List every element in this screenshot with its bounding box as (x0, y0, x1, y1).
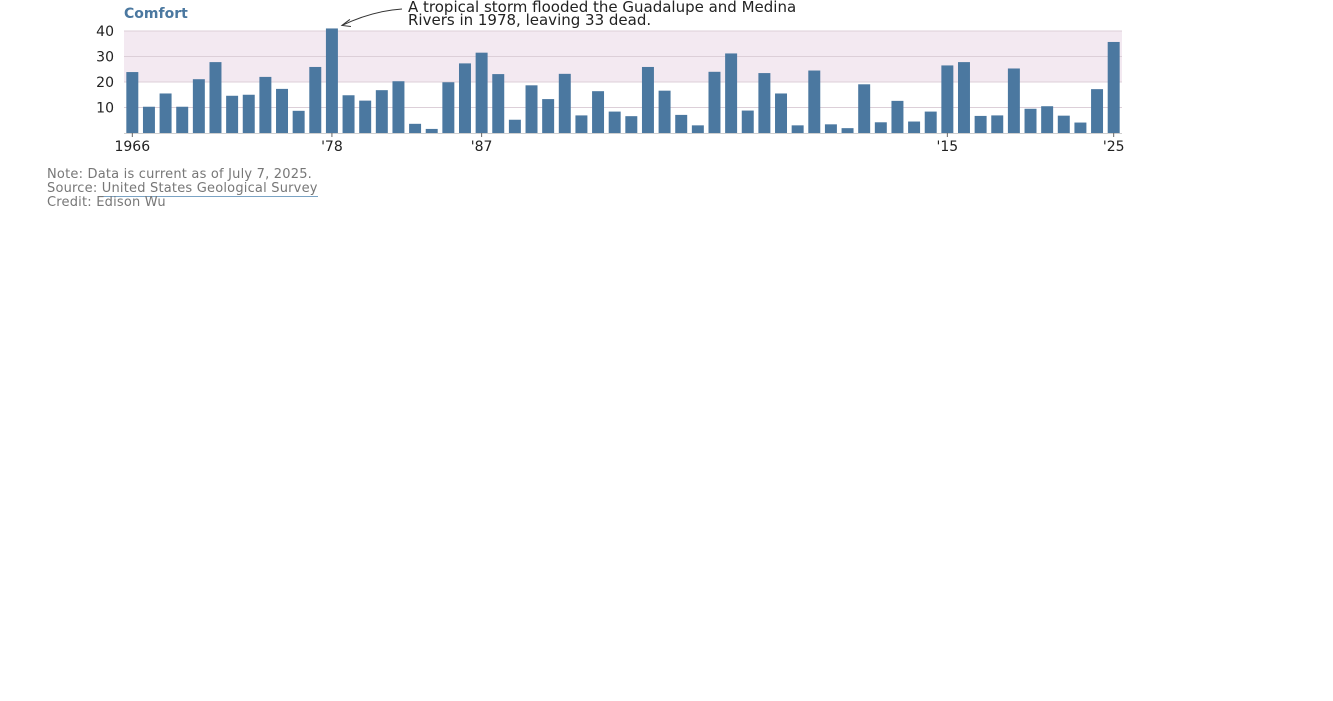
bar-2008 (824, 124, 837, 133)
bar-2020 (1024, 108, 1037, 133)
bar-1973 (242, 94, 255, 133)
bar-2010 (858, 84, 871, 133)
bar-2000 (691, 125, 704, 133)
bar-1997 (641, 66, 654, 133)
bar-1995 (608, 111, 621, 133)
chart-footer: Note: Data is current as of July 7, 2025… (47, 168, 318, 210)
bar-1974 (259, 76, 272, 133)
chart-title: Comfort (124, 6, 188, 22)
bar-1978 (325, 28, 338, 134)
x-tick-label: '25 (1103, 139, 1125, 155)
bar-2013 (908, 121, 921, 133)
bar-2023 (1074, 122, 1087, 133)
bar-1994 (592, 91, 605, 133)
bar-1982 (392, 81, 405, 133)
x-tick-label: 1966 (114, 139, 150, 155)
bar-1972 (226, 95, 239, 133)
bar-2011 (874, 122, 887, 133)
annotation-arrow (341, 8, 403, 26)
y-tick-label: 20 (96, 75, 114, 91)
annotation-line-2: Rivers in 1978, leaving 33 dead. (408, 11, 651, 29)
bar-2003 (741, 110, 754, 133)
bar-2009 (841, 128, 854, 133)
bar-1992 (558, 73, 571, 133)
bar-1977 (309, 66, 322, 133)
bar-1968 (159, 93, 172, 133)
bar-2017 (974, 115, 987, 133)
x-tick-label: '15 (937, 139, 959, 155)
rainfall-bar-chart: Comfort A tropical storm flooded the Gua… (96, 0, 1125, 155)
bar-1970 (192, 79, 205, 133)
x-tick-label: '78 (321, 139, 343, 155)
footer-source: Source: United States Geological Survey (47, 181, 318, 197)
bar-2016 (957, 62, 970, 133)
bar-1967 (142, 106, 155, 133)
bar-1987 (475, 52, 488, 133)
bar-1983 (409, 123, 422, 133)
bar-1989 (508, 119, 521, 133)
bar-2019 (1007, 68, 1020, 133)
bar-1976 (292, 110, 305, 133)
bar-1986 (458, 63, 471, 134)
bar-2002 (725, 53, 738, 133)
bar-1998 (658, 90, 671, 133)
bar-2007 (808, 70, 821, 133)
bar-2022 (1057, 115, 1070, 133)
bar-1985 (442, 82, 455, 133)
bar-1981 (375, 90, 388, 133)
bar-1969 (176, 106, 189, 133)
bar-1990 (525, 85, 538, 133)
source-prefix: Source: (47, 181, 102, 196)
annotation: A tropical storm flooded the Guadalupe a… (408, 0, 796, 29)
bar-1980 (359, 100, 372, 133)
bar-2025 (1107, 41, 1120, 134)
footer-note: Note: Data is current as of July 7, 2025… (47, 167, 313, 182)
bar-1984 (425, 128, 438, 133)
y-tick-label: 30 (96, 50, 114, 66)
bar-2018 (991, 115, 1004, 133)
bar-2015 (941, 65, 954, 133)
bar-1975 (276, 88, 289, 133)
y-tick-label: 40 (96, 24, 114, 40)
bar-2012 (891, 100, 904, 133)
bar-2005 (775, 93, 788, 133)
bar-2021 (1041, 106, 1054, 133)
bar-1996 (625, 116, 638, 133)
bar-2014 (924, 111, 937, 133)
bar-1988 (492, 74, 505, 133)
bar-2004 (758, 73, 771, 133)
bar-2006 (791, 125, 804, 133)
annotation-arrowhead (340, 19, 351, 27)
footer-credit: Credit: Edison Wu (47, 195, 166, 210)
bar-1966 (126, 72, 139, 133)
bar-1979 (342, 95, 355, 133)
annotation-line-1: A tropical storm flooded the Guadalupe a… (408, 0, 796, 16)
x-tick-label: '87 (471, 139, 493, 155)
bar-2001 (708, 71, 721, 133)
bar-1991 (542, 99, 555, 133)
source-link[interactable]: United States Geological Survey (101, 181, 318, 197)
bar-1999 (675, 114, 688, 133)
bar-2024 (1091, 89, 1104, 133)
y-tick-label: 10 (96, 101, 114, 117)
bar-1993 (575, 115, 588, 133)
bar-1971 (209, 62, 222, 133)
plot-area: 10 20 30 40 1966 '78 '87 '15 '25 (96, 8, 1125, 155)
